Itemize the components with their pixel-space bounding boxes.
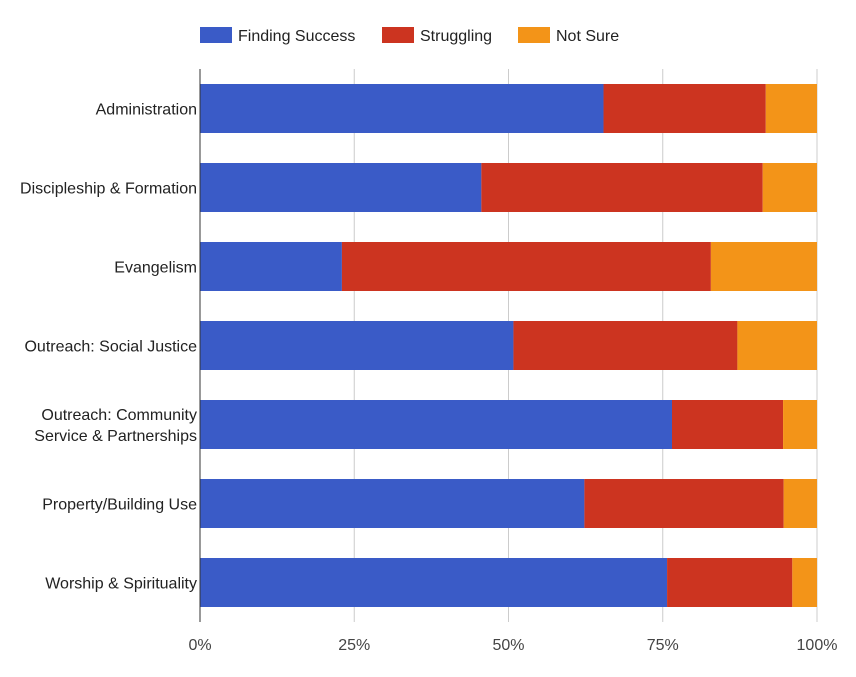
category-label: Property/Building Use — [42, 497, 197, 514]
category-label: Outreach: Community — [41, 407, 197, 424]
legend-label: Struggling — [420, 28, 492, 45]
category-label: Discipleship & Formation — [20, 181, 197, 198]
legend: Finding Success Struggling Not Sure — [200, 27, 619, 45]
legend-swatch — [518, 27, 550, 43]
bar-segment — [783, 400, 817, 449]
category-label: Outreach: Social Justice — [24, 339, 197, 356]
x-axis-ticks: 0% 25% 50% 75% 100% — [188, 637, 837, 654]
x-tick-label: 50% — [492, 637, 524, 654]
category-label: Evangelism — [114, 260, 197, 277]
legend-label: Not Sure — [556, 28, 619, 45]
bar-segment — [765, 84, 817, 133]
bar-segment — [762, 163, 817, 212]
x-tick-label: 0% — [188, 637, 211, 654]
bars — [200, 84, 817, 607]
legend-swatch — [382, 27, 414, 43]
category-label: Worship & Spirituality — [45, 576, 197, 593]
category-labels: Administration Discipleship & Formation Ev… — [20, 102, 197, 593]
bar-segment — [672, 400, 784, 449]
bar-segment — [200, 479, 585, 528]
bar-segment — [200, 84, 604, 133]
category-label: Administration — [96, 102, 197, 119]
bar-segment — [200, 400, 673, 449]
legend-swatch — [200, 27, 232, 43]
bar-segment — [200, 558, 668, 607]
bar-segment — [200, 163, 482, 212]
x-tick-label: 100% — [797, 637, 838, 654]
x-tick-label: 25% — [338, 637, 370, 654]
bar-segment — [710, 242, 817, 291]
bar-segment — [737, 321, 817, 370]
bar-segment — [667, 558, 793, 607]
bar-segment — [603, 84, 766, 133]
category-label: Service & Partnerships — [34, 428, 197, 445]
bar-segment — [481, 163, 763, 212]
bar-segment — [341, 242, 711, 291]
bar-segment — [200, 321, 514, 370]
bar-segment — [792, 558, 817, 607]
bar-segment — [783, 479, 817, 528]
bar-segment — [200, 242, 342, 291]
bar-segment — [513, 321, 738, 370]
x-tick-label: 75% — [647, 637, 679, 654]
legend-label: Finding Success — [238, 28, 355, 45]
bar-segment — [584, 479, 784, 528]
